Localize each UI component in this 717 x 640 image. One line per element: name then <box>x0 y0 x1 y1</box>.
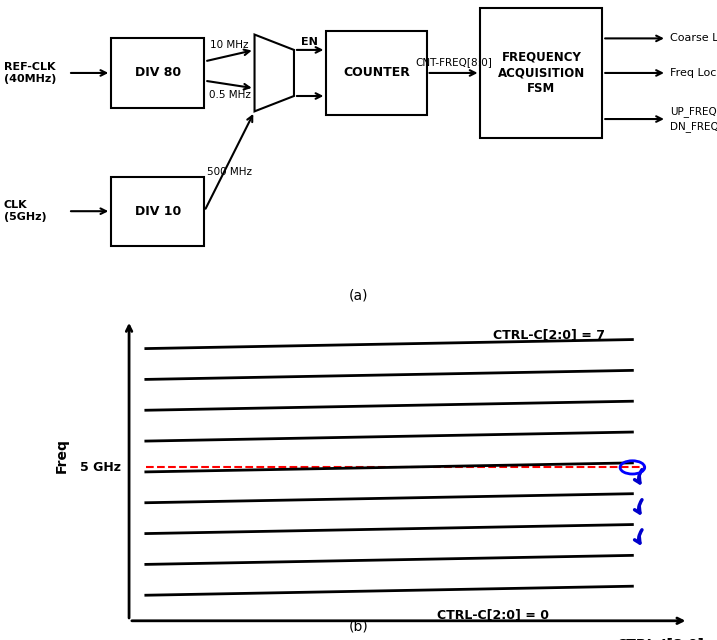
Text: REF-CLK
(40MHz): REF-CLK (40MHz) <box>4 62 56 84</box>
Text: CTRL-I[8:0]: CTRL-I[8:0] <box>617 638 704 640</box>
FancyBboxPatch shape <box>326 31 427 115</box>
Text: 0.5 MHz: 0.5 MHz <box>209 90 250 100</box>
Text: Freq: Freq <box>55 438 69 473</box>
Text: CNT-FREQ[8:0]: CNT-FREQ[8:0] <box>415 58 492 68</box>
Text: CTRL-C[2:0] = 0: CTRL-C[2:0] = 0 <box>437 608 549 621</box>
Text: (a): (a) <box>348 289 369 303</box>
FancyBboxPatch shape <box>111 38 204 108</box>
Text: UP_FREQ[19:0]
DN_FREQ[19:0]: UP_FREQ[19:0] DN_FREQ[19:0] <box>670 106 717 132</box>
Text: 10 MHz: 10 MHz <box>210 40 249 51</box>
Text: (b): (b) <box>348 620 369 634</box>
FancyBboxPatch shape <box>111 177 204 246</box>
Polygon shape <box>255 35 294 111</box>
Text: EN: EN <box>301 37 318 47</box>
Text: FREQUENCY
ACQUISITION
FSM: FREQUENCY ACQUISITION FSM <box>498 51 585 95</box>
Text: COUNTER: COUNTER <box>343 67 410 79</box>
Text: CLK
(5GHz): CLK (5GHz) <box>4 200 46 222</box>
Text: CTRL-C[2:0] = 7: CTRL-C[2:0] = 7 <box>493 328 604 342</box>
FancyBboxPatch shape <box>480 8 602 138</box>
Text: Freq Lock: Freq Lock <box>670 68 717 78</box>
Text: 500 MHz: 500 MHz <box>207 166 252 177</box>
Text: DIV 10: DIV 10 <box>135 205 181 218</box>
Text: DIV 80: DIV 80 <box>135 67 181 79</box>
Text: 5 GHz: 5 GHz <box>80 461 120 474</box>
Text: Coarse Lock: Coarse Lock <box>670 33 717 44</box>
